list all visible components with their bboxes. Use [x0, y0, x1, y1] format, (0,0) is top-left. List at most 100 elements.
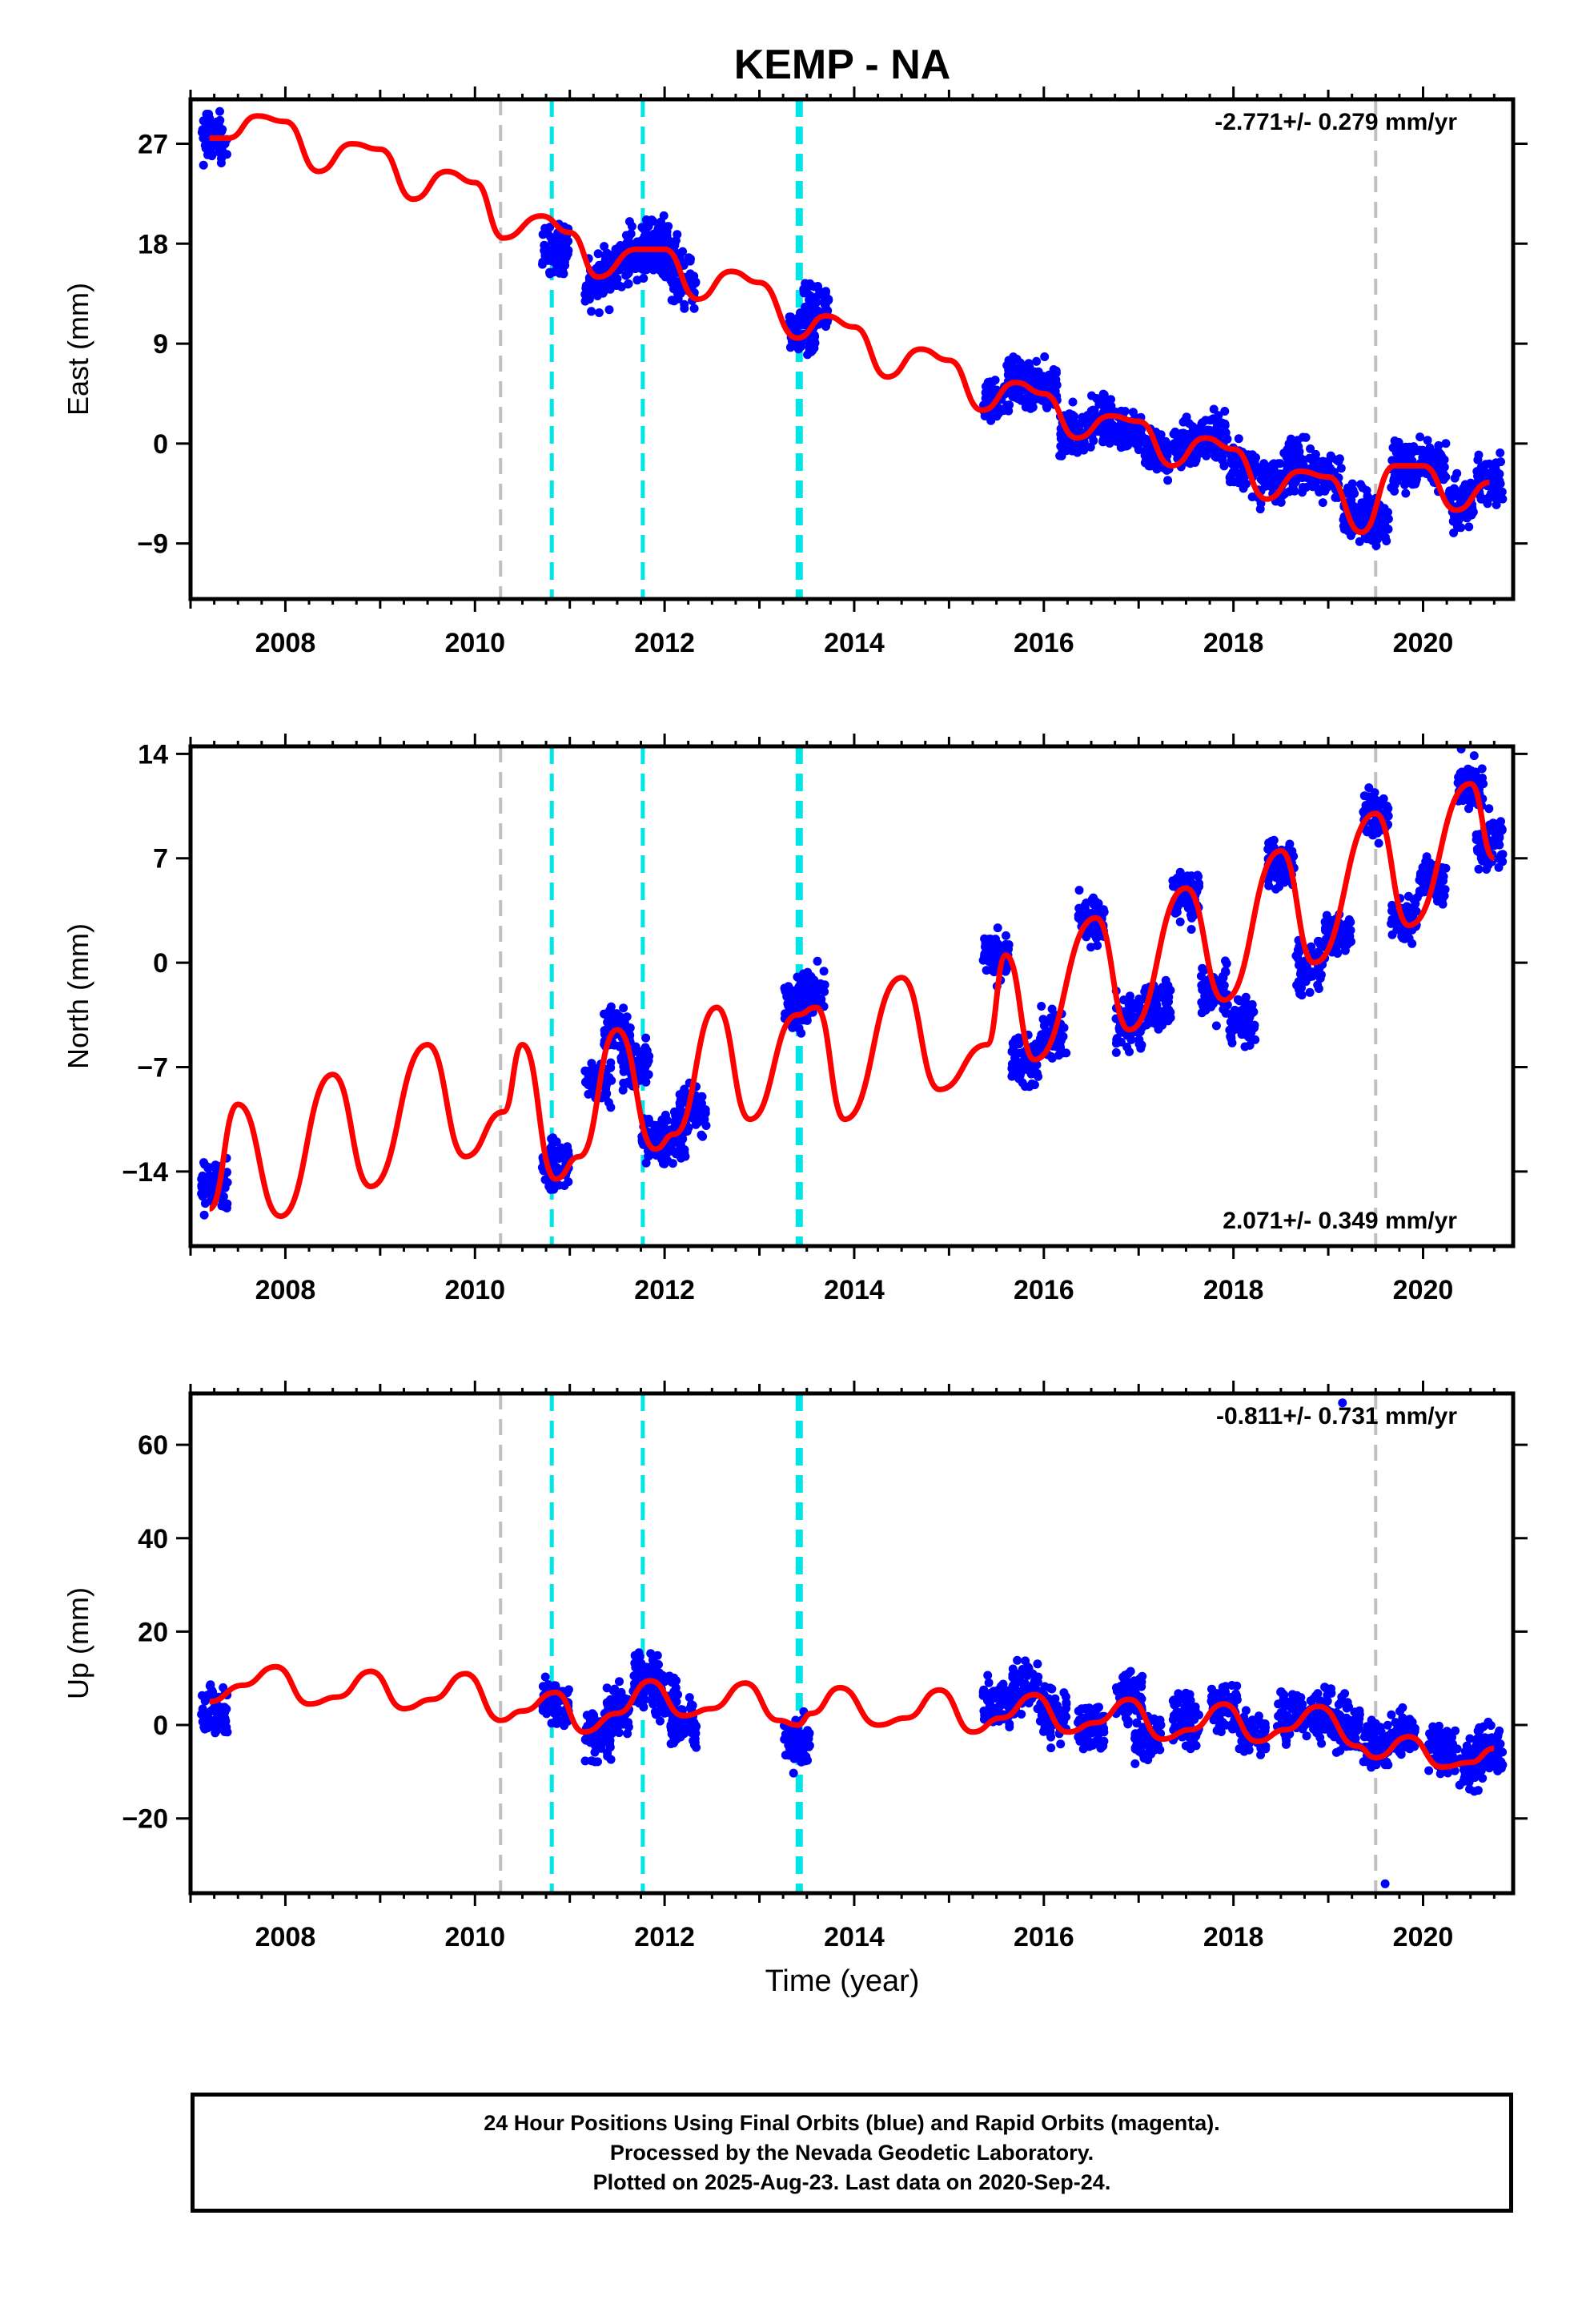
- data-point: [618, 1695, 628, 1705]
- data-point: [580, 1756, 590, 1766]
- data-point: [1106, 395, 1115, 404]
- data-point: [588, 1082, 597, 1092]
- data-point: [1223, 434, 1232, 444]
- data-point: [601, 283, 611, 292]
- data-point: [785, 312, 794, 322]
- y-tick-label: 14: [138, 739, 168, 770]
- data-point: [673, 230, 682, 239]
- data-point: [673, 292, 682, 302]
- data-point: [615, 1677, 624, 1687]
- data-point: [1496, 448, 1505, 457]
- data-point: [620, 1716, 629, 1726]
- data-point: [1333, 949, 1343, 958]
- y-axis-label: East (mm): [62, 283, 94, 416]
- data-point: [981, 938, 990, 947]
- data-point: [1014, 1058, 1023, 1068]
- data-point: [1188, 422, 1198, 432]
- data-point: [1464, 804, 1473, 814]
- data-point: [584, 1072, 593, 1081]
- data-point: [1434, 440, 1443, 450]
- data-point: [603, 1011, 612, 1021]
- data-point: [669, 280, 679, 289]
- data-point: [1047, 1053, 1057, 1063]
- data-point: [1364, 783, 1374, 793]
- data-point: [1024, 1699, 1034, 1708]
- data-point: [688, 1701, 697, 1711]
- data-point: [820, 987, 829, 996]
- data-point: [1140, 987, 1150, 996]
- rate-label: -2.771+/- 0.279 mm/yr: [1215, 109, 1457, 135]
- data-point: [1390, 486, 1399, 496]
- data-point: [1275, 877, 1285, 886]
- data-point: [1105, 439, 1114, 448]
- data-point: [1340, 937, 1350, 946]
- data-point: [1161, 975, 1170, 985]
- data-point: [1350, 489, 1359, 498]
- data-point: [988, 959, 998, 969]
- data-point: [1359, 512, 1369, 521]
- data-point: [815, 287, 825, 296]
- data-point: [643, 1055, 652, 1064]
- data-point: [199, 1158, 208, 1168]
- data-point: [1111, 1039, 1121, 1048]
- data-point: [1275, 869, 1284, 879]
- data-point: [1211, 452, 1221, 462]
- data-point: [551, 1681, 560, 1691]
- data-point: [1009, 1043, 1018, 1051]
- north-panel: 2008 2010 2012 2014 2016 2018 2020−14−70714Nor…: [62, 734, 1528, 1305]
- data-point: [1163, 476, 1173, 485]
- data-point: [1474, 864, 1484, 874]
- data-point: [1001, 939, 1010, 949]
- data-point: [1170, 439, 1179, 448]
- data-point: [806, 971, 816, 981]
- data-point: [1291, 951, 1301, 960]
- data-point: [1195, 879, 1204, 888]
- data-point: [596, 1743, 606, 1753]
- data-point: [663, 1672, 673, 1682]
- data-point: [1311, 949, 1320, 959]
- data-point: [701, 1121, 711, 1130]
- data-point: [1030, 393, 1040, 403]
- data-point: [1456, 523, 1466, 533]
- data-point: [1468, 507, 1478, 517]
- data-point: [538, 259, 547, 269]
- east-panel: 2008 2010 2012 2014 2016 2018 2020−9091827East…: [62, 86, 1528, 658]
- data-point: [1260, 472, 1270, 481]
- data-point: [1361, 505, 1370, 515]
- data-point: [808, 334, 817, 344]
- data-point: [540, 1672, 550, 1682]
- data-point: [1473, 455, 1483, 464]
- data-point: [1302, 483, 1311, 492]
- data-point: [1297, 991, 1307, 1000]
- data-point: [1437, 452, 1447, 462]
- data-point: [200, 1696, 210, 1706]
- data-point: [1483, 499, 1492, 509]
- data-point: [1346, 926, 1355, 935]
- data-point: [664, 235, 673, 245]
- data-point: [1166, 986, 1175, 995]
- data-point: [1059, 442, 1069, 452]
- data-point: [1369, 530, 1379, 540]
- data-point: [1397, 931, 1407, 941]
- data-point: [639, 1703, 648, 1712]
- data-point: [641, 265, 651, 275]
- data-point: [1339, 521, 1348, 531]
- data-point: [1292, 454, 1302, 464]
- data-point: [622, 1012, 632, 1022]
- data-point: [1247, 1001, 1257, 1011]
- data-point: [580, 1735, 590, 1744]
- data-point: [801, 302, 810, 312]
- data-point: [594, 308, 604, 317]
- data-point: [623, 279, 632, 289]
- data-point: [985, 1690, 994, 1699]
- data-point: [1071, 440, 1081, 450]
- data-point: [1260, 481, 1270, 491]
- data-point: [782, 992, 792, 1001]
- data-point: [1370, 822, 1379, 832]
- data-point: [1297, 983, 1306, 993]
- data-point: [215, 125, 224, 135]
- data-point: [1194, 872, 1203, 882]
- data-point: [602, 1722, 612, 1731]
- data-point: [1154, 991, 1164, 1001]
- y-axis-label: North (mm): [62, 923, 94, 1069]
